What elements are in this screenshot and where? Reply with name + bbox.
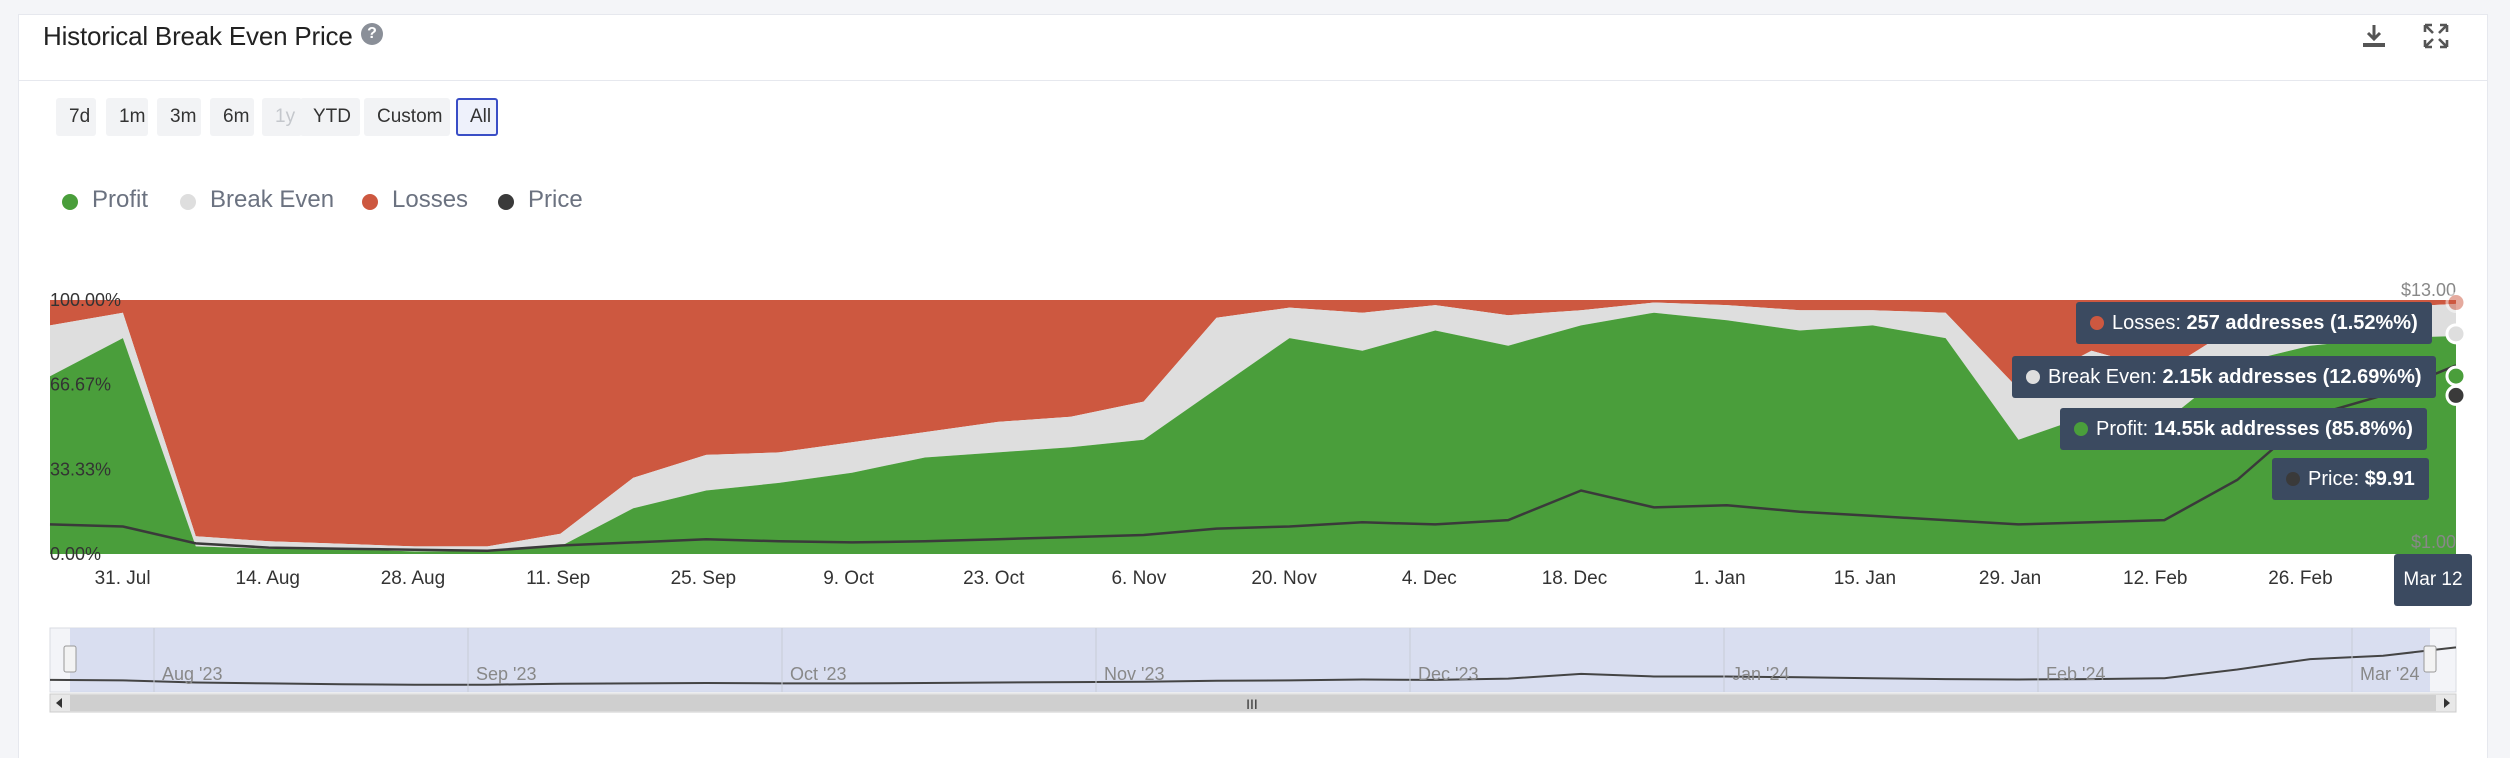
- expand-icon[interactable]: [2421, 21, 2451, 51]
- losses-dot-icon: [2090, 316, 2104, 330]
- navigator: Aug '23 Sep '23 Oct '23 Nov '23 Dec '23 Jan '…: [49, 627, 2457, 713]
- range-custom-button[interactable]: Custom: [364, 98, 450, 136]
- x-tick-label: 25. Sep: [671, 568, 737, 589]
- tooltip-value: 257 addresses (1.52%%): [2186, 312, 2418, 334]
- y-left-tick-label: 0.00%: [50, 544, 101, 564]
- navigator-left-handle[interactable]: [63, 645, 77, 673]
- x-tick-label: 12. Feb: [2123, 568, 2187, 589]
- card-header: Historical Break Even Price ?: [19, 15, 2487, 81]
- tooltip-profit: Profit: 14.55k addresses (85.8%%): [2060, 408, 2427, 450]
- y-axis-right: $13.00 $1.00: [2401, 280, 2456, 552]
- legend-label: Profit: [92, 186, 149, 213]
- x-tick-label: 18. Dec: [1542, 568, 1607, 589]
- range-all-button[interactable]: All: [456, 98, 498, 136]
- x-axis: 31. Jul 14. Aug 28. Aug 11. Sep 25. Sep 9. Oc…: [95, 568, 2333, 589]
- x-tick-label: 29. Jan: [1979, 568, 2041, 589]
- price-marker: [2445, 384, 2467, 406]
- price-line: [49, 364, 2457, 553]
- navigator-label: Mar '24: [2360, 664, 2419, 684]
- x-tick-label: 11. Sep: [526, 568, 590, 589]
- legend-label: Price: [528, 186, 583, 213]
- scrollbar-thumb[interactable]: [70, 695, 2436, 711]
- x-tick-label: 20. Nov: [1251, 568, 1317, 589]
- losses-marker: [2445, 292, 2467, 314]
- navigator-label: Sep '23: [476, 664, 537, 684]
- losses-area: [50, 300, 2456, 547]
- stacked-areas: [50, 300, 2456, 554]
- range-ytd-button[interactable]: YTD: [300, 98, 360, 136]
- tooltip-label: Profit:: [2096, 418, 2149, 440]
- y-right-tick-label: $13.00: [2401, 280, 2456, 300]
- profit-dot-icon: [62, 194, 78, 210]
- x-tick-label: 15. Jan: [1834, 568, 1896, 589]
- tooltip-break-even: Break Even: 2.15k addresses (12.69%%): [2012, 356, 2436, 398]
- download-icon[interactable]: [2359, 21, 2389, 51]
- x-tick-label: 28. Aug: [381, 568, 445, 589]
- break-even-dot-icon: [2026, 370, 2040, 384]
- y-axis-left: 0.00% 33.33% 66.67% 100.00%: [50, 290, 121, 564]
- profit-marker: [2445, 365, 2467, 387]
- break-even-area: [50, 302, 2456, 552]
- navigator-label: Jan '24: [1732, 664, 1789, 684]
- navigator-label: Oct '23: [790, 664, 846, 684]
- y-left-tick-label: 100.00%: [50, 290, 121, 310]
- x-tick-label: 9. Oct: [823, 568, 874, 589]
- x-tick-label: 14. Aug: [236, 568, 300, 589]
- losses-dot-icon: [362, 194, 378, 210]
- tooltip-value: $9.91: [2364, 468, 2415, 490]
- navigator-label: Feb '24: [2046, 664, 2105, 684]
- range-1m-button[interactable]: 1m: [106, 98, 148, 136]
- range-1y-button: 1y: [262, 98, 302, 136]
- range-7d-button[interactable]: 7d: [56, 98, 96, 136]
- x-tick-label: 26. Feb: [2268, 568, 2332, 589]
- tooltip-value: 2.15k addresses (12.69%%): [2162, 366, 2422, 388]
- x-tick-label: 23. Oct: [963, 568, 1025, 589]
- price-dot-icon: [498, 194, 514, 210]
- y-left-tick-label: 66.67%: [50, 375, 111, 395]
- navigator-label: Nov '23: [1104, 664, 1164, 684]
- tooltip-losses: Losses: 257 addresses (1.52%%): [2076, 302, 2432, 344]
- help-icon[interactable]: ?: [361, 23, 383, 45]
- scrollbar-grip: III: [1246, 696, 1258, 712]
- tooltip-price: Price: $9.91: [2272, 458, 2429, 500]
- profit-dot-icon: [2074, 422, 2088, 436]
- tooltip-label: Price:: [2308, 468, 2360, 490]
- scroll-right-arrow-icon[interactable]: [2444, 698, 2450, 708]
- navigator-label: Aug '23: [162, 664, 223, 684]
- tooltip-label: Losses:: [2112, 312, 2181, 334]
- tooltip-label: Break Even:: [2048, 366, 2157, 388]
- profit-area: [50, 312, 2456, 554]
- y-right-tick-label: $1.00: [2411, 532, 2456, 552]
- x-tick-label: 6. Nov: [1111, 568, 1166, 589]
- price-dot-icon: [2286, 472, 2300, 486]
- legend-label: Losses: [392, 186, 469, 213]
- x-tick-label: 1. Jan: [1694, 568, 1746, 589]
- legend-label: Break Even: [210, 186, 335, 213]
- x-tick-label: 4. Dec: [1402, 568, 1457, 589]
- break-even-marker: [2445, 323, 2467, 345]
- y-left-tick-label: 33.33%: [50, 459, 111, 479]
- tooltip-value: 14.55k addresses (85.8%%): [2153, 418, 2413, 440]
- range-3m-button[interactable]: 3m: [157, 98, 201, 136]
- hover-markers: [2445, 292, 2467, 406]
- price-line-group: [49, 364, 2457, 553]
- break-even-dot-icon: [180, 194, 196, 210]
- navigator-price-line: [49, 646, 2457, 686]
- crosshair-date-badge: Mar 12: [2394, 554, 2472, 606]
- scroll-left-arrow-icon[interactable]: [56, 698, 62, 708]
- x-tick-label: 31. Jul: [95, 568, 151, 589]
- range-6m-button[interactable]: 6m: [210, 98, 254, 136]
- navigator-label: Dec '23: [1418, 664, 1478, 684]
- chart-title: Historical Break Even Price: [43, 21, 353, 51]
- navigator-right-handle[interactable]: [2423, 645, 2437, 673]
